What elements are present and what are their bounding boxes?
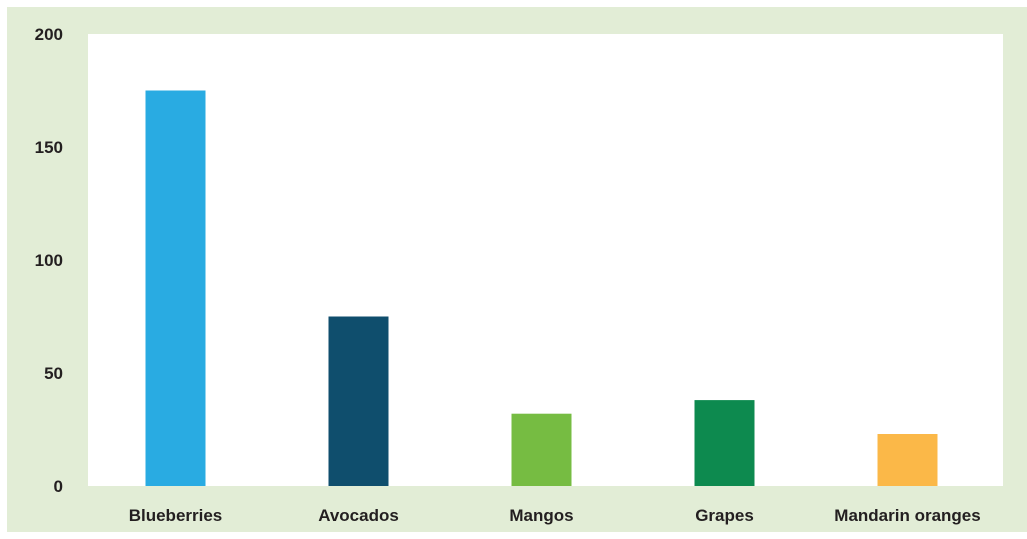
bar-mandarin-oranges: [877, 434, 938, 486]
y-axis: 0 50 100 150 200: [35, 25, 63, 496]
bars: [145, 90, 938, 486]
x-tick-label: Grapes: [695, 506, 754, 525]
y-tick-label: 200: [35, 25, 63, 44]
bar-blueberries: [145, 90, 206, 486]
y-tick-label: 50: [44, 364, 63, 383]
y-tick-label: 100: [35, 251, 63, 270]
plot-area: [88, 34, 1003, 486]
x-axis: Blueberries Avocados Mangos Grapes Mandarin …: [129, 506, 981, 525]
x-tick-label: Blueberries: [129, 506, 223, 525]
bar-mangos: [511, 413, 572, 486]
x-tick-label: Avocados: [318, 506, 399, 525]
x-tick-label: Mangos: [509, 506, 573, 525]
y-tick-label: 0: [54, 477, 63, 496]
bar-avocados: [328, 316, 389, 486]
y-tick-label: 150: [35, 138, 63, 157]
x-tick-label: Mandarin oranges: [834, 506, 980, 525]
bar-grapes: [694, 400, 755, 486]
